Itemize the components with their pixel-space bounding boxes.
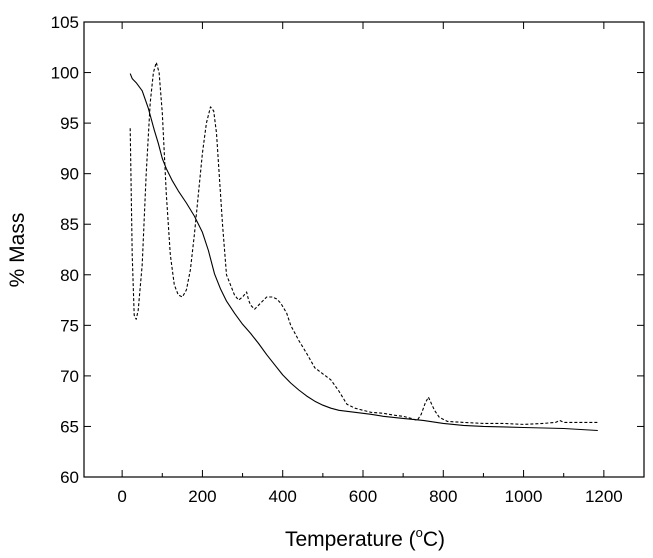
y-tick-label: 65 [60,417,79,436]
x-tick-label: 800 [429,487,457,506]
y-tick-label: 100 [51,64,79,83]
y-tick-label: 85 [60,215,79,234]
y-tick-label: 70 [60,367,79,386]
series-layer [129,61,598,432]
x-axis-title-superscript: o [416,525,423,540]
plot-frame [83,21,645,478]
y-tick-label: 95 [60,114,79,133]
y-tick-label: 105 [51,13,79,32]
x-axis-title-after: C) [423,528,445,551]
series-line-dashed [129,61,598,425]
y-tick-label: 80 [60,266,79,285]
y-axis-ticks: 60 65 70 75 80 85 90 95 100 105 [51,13,644,487]
x-tick-label: 400 [269,487,297,506]
x-tick-label: 1000 [505,487,543,506]
x-axis-title: Temperature (oC) [285,525,445,551]
x-tick-label: 200 [188,487,216,506]
y-tick-label: 60 [60,468,79,487]
x-tick-label: 1200 [585,487,623,506]
y-tick-label: 90 [60,165,79,184]
x-tick-label: 0 [117,487,126,506]
y-tick-label: 75 [60,316,79,335]
x-tick-label: 600 [349,487,377,506]
y-axis-title: % Mass [6,213,29,288]
x-axis-ticks: 0 200 400 600 800 1000 1200 [117,22,645,506]
x-axis-title-before: Temperature ( [285,528,416,551]
series-line-solid [129,73,598,432]
